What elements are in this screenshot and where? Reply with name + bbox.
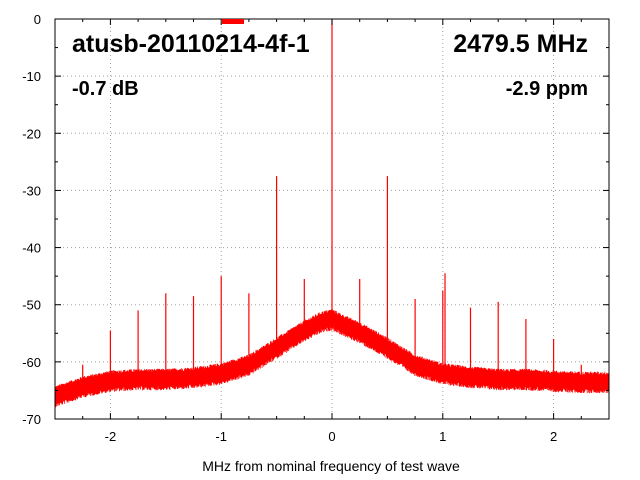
y-tick-label: -10 xyxy=(22,69,41,84)
x-tick-label: -2 xyxy=(105,429,117,444)
spectrum-trace xyxy=(54,19,610,408)
x-axis-tick-labels: -2 -1 0 1 2 xyxy=(105,429,558,444)
level-db-label: -0.7 dB xyxy=(72,78,139,100)
y-tick-label: -20 xyxy=(22,126,41,141)
x-axis-label: MHz from nominal frequency of test wave xyxy=(202,458,460,474)
axis-ticks xyxy=(54,18,610,420)
legend-sample xyxy=(222,19,244,24)
y-tick-label: -40 xyxy=(22,241,41,256)
y-tick-label: -50 xyxy=(22,298,41,313)
y-tick-label: -70 xyxy=(22,412,41,427)
x-tick-label: 2 xyxy=(550,429,557,444)
y-tick-label: -30 xyxy=(22,183,41,198)
device-name-label: atusb-20110214-4f-1 xyxy=(72,30,310,58)
y-tick-label: -60 xyxy=(22,355,41,370)
frequency-label: 2479.5 MHz xyxy=(453,30,588,58)
y-axis-tick-labels: 0 -10 -20 -30 -40 -50 -60 -70 xyxy=(22,12,41,427)
x-tick-label: -1 xyxy=(215,429,227,444)
ppm-offset-label: -2.9 ppm xyxy=(506,78,588,100)
x-tick-label: 0 xyxy=(328,429,335,444)
y-tick-label: 0 xyxy=(34,12,41,27)
x-tick-label: 1 xyxy=(439,429,446,444)
